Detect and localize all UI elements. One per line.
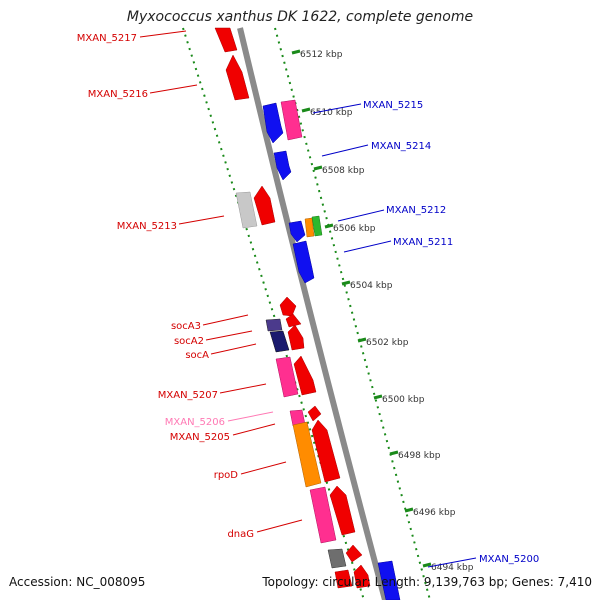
tick-labels: 6512 kbp 6510 kbp 6508 kbp 6506 kbp 6504 kbp… [300,50,474,573]
gene-mxan-5215-pink [280,99,303,141]
gene-mxan-5212-green [311,215,323,237]
tick-marks [291,49,432,568]
leader-socA3 [202,314,249,326]
tick-mark [422,562,432,568]
leader-mxan-5217 [139,30,187,38]
right-gene-labels: MXAN_5215 MXAN_5214 MXAN_5212 MXAN_5211 MXAN… [363,100,539,565]
gene-mxan-5205 [307,405,322,422]
map-title: Myxococcus xanthus DK 1622, complete gen… [126,9,474,25]
leader-lines [139,30,477,568]
outer-dotted-track [274,27,431,600]
tick-mark [341,280,351,286]
gene-label-mxan-5200: MXAN_5200 [479,554,539,565]
accession-label: Accession: NC_008095 [9,575,146,589]
leader-mxan-5216 [149,84,198,94]
gene-label-mxan-5216: MXAN_5216 [88,89,148,100]
tick-mark [301,107,311,113]
tick-mark [389,450,399,456]
leader-mxan-5207 [219,383,267,394]
leader-socA2 [205,330,253,341]
gene-features-left [214,27,371,589]
tick-mark [313,165,323,171]
gene-label-mxan-5217: MXAN_5217 [77,33,137,44]
gene-mxan-5207-b [293,355,317,396]
gene-mxan-5213 [253,185,276,226]
gene-red-small-1 [279,296,297,317]
gene-label-mxan-5205: MXAN_5205 [170,432,230,443]
inner-dotted-track [182,27,365,600]
gene-mxan-5211 [292,240,315,284]
gene-red-small-3 [345,544,363,563]
tick-mark [324,223,334,229]
gene-label-mxan-5212: MXAN_5212 [386,205,446,216]
gene-gray-small [327,548,347,569]
tick-mark [373,394,383,400]
tick-label: 6506 kbp [333,224,376,234]
gene-label-soca: socA [185,350,209,361]
left-gene-labels: MXAN_5217 MXAN_5216 MXAN_5213 socA3 socA2 soc… [77,33,254,540]
gene-mxan-5214 [273,150,292,181]
gene-socA2 [269,330,290,353]
gene-mxan-5215 [262,102,284,144]
gene-mxan-5217 [214,27,238,53]
leader-mxan-5200 [427,557,477,568]
leader-mxan-5215 [312,103,362,114]
gene-rpoD-b [311,419,341,483]
leader-mxan-5213 [178,215,225,225]
gene-red-small-5 [353,564,371,589]
gene-red-small-2 [285,313,302,328]
gene-red-small-4 [334,569,353,589]
gene-label-soca2: socA2 [174,336,204,347]
leader-dnaG [256,519,303,533]
leader-rpoD [240,461,287,475]
gene-label-mxan-5214: MXAN_5214 [371,141,431,152]
tick-label: 6500 kbp [382,395,425,405]
leader-mxan-5206 [227,411,274,422]
gene-label-rpod: rpoD [214,470,239,481]
gene-mxan-5213-gray [235,191,258,229]
tick-label: 6504 kbp [350,281,393,291]
leader-mxan-5212 [337,209,385,222]
gene-label-mxan-5213: MXAN_5213 [117,221,177,232]
tick-mark [291,49,301,55]
leader-mxan-5211 [343,240,392,253]
gene-mxan-5200 [377,560,401,600]
tick-label: 6498 kbp [398,451,441,461]
gene-label-mxan-5211: MXAN_5211 [393,237,453,248]
genome-backbone [237,27,388,600]
gene-dnaG-b [329,485,356,536]
gene-label-mxan-5207: MXAN_5207 [158,390,218,401]
tick-label: 6502 kbp [366,338,409,348]
gene-socA [287,324,305,351]
leader-socA [210,343,257,355]
tick-label: 6512 kbp [300,50,343,60]
tick-label: 6508 kbp [322,166,365,176]
tick-mark [357,337,367,343]
tick-label: 6496 kbp [413,508,456,518]
leader-mxan-5214 [321,144,369,157]
tick-mark [404,507,414,513]
tick-label: 6494 kbp [431,563,474,573]
gene-dnaG [309,486,337,544]
gene-label-dnag: dnaG [227,529,254,540]
gene-mxan-5216 [225,54,250,101]
gene-socA3 [265,318,283,332]
topology-summary: Topology: circular; Length: 9,139,763 bp… [262,575,592,589]
tick-label: 6510 kbp [310,108,353,118]
leader-mxan-5205 [232,423,276,436]
gene-label-soca3: socA3 [171,321,201,332]
gene-label-mxan-5215: MXAN_5215 [363,100,423,111]
gene-mxan-5212-blue [288,220,306,243]
gene-mxan-5207 [275,356,299,398]
gene-features-right [262,99,401,600]
gene-label-mxan-5206: MXAN_5206 [165,417,225,428]
gene-rpoD [292,421,322,488]
gene-mxan-5212-orange [304,217,315,238]
